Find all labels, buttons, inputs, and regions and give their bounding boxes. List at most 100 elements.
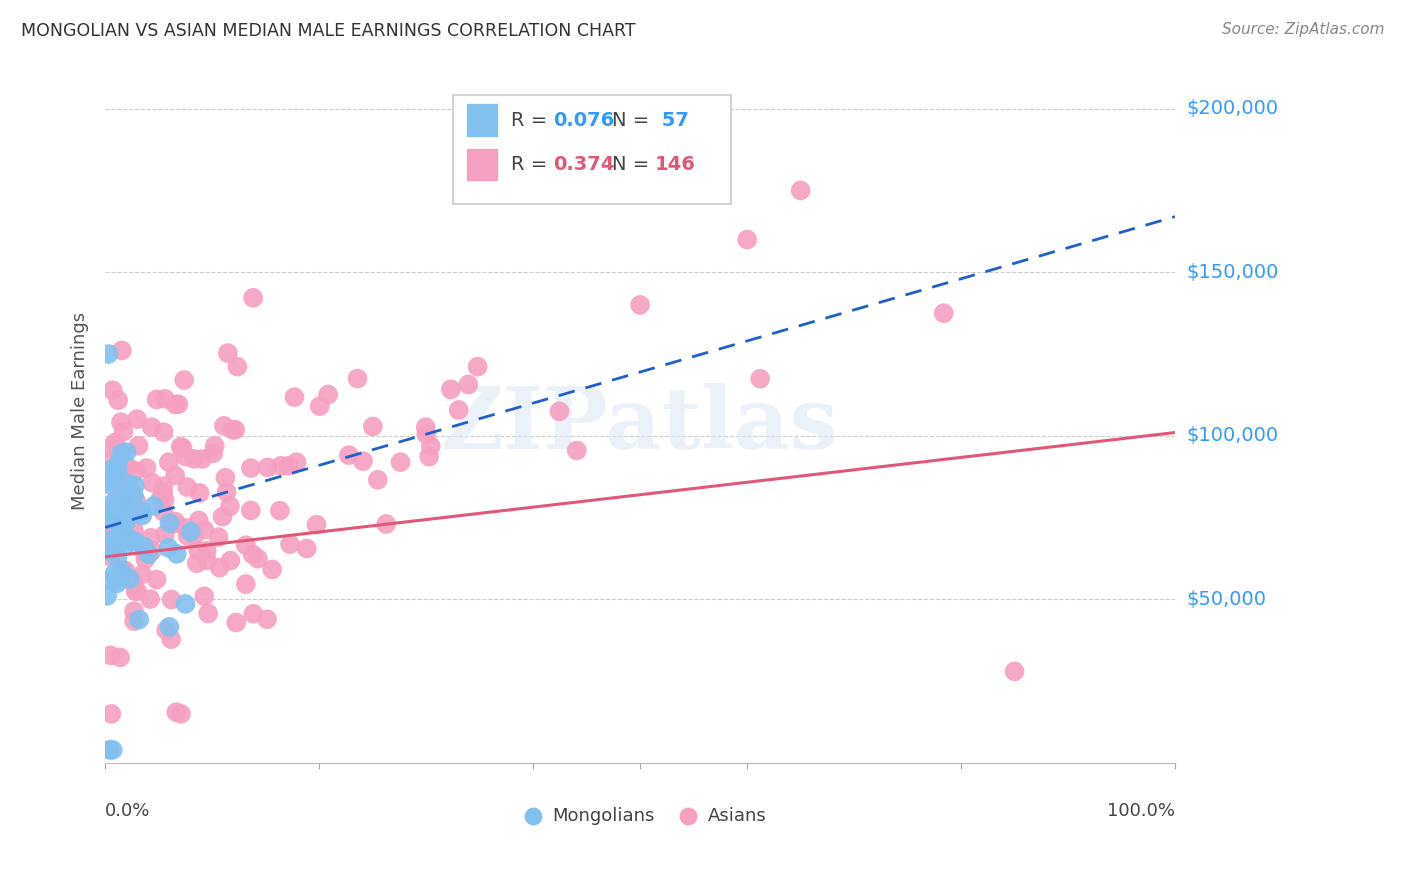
Point bbox=[145, 573, 167, 587]
Text: 100.0%: 100.0% bbox=[1107, 802, 1175, 820]
Point bbox=[127, 439, 149, 453]
Point bbox=[219, 500, 242, 514]
Point bbox=[152, 485, 174, 500]
Point bbox=[100, 648, 122, 663]
Point bbox=[112, 425, 135, 439]
Point bbox=[187, 513, 209, 527]
Point bbox=[108, 650, 131, 665]
Point bbox=[418, 450, 440, 464]
Point bbox=[149, 491, 172, 505]
Point bbox=[239, 503, 262, 517]
Point bbox=[96, 543, 118, 558]
Point bbox=[108, 569, 131, 583]
Point bbox=[138, 547, 160, 561]
Point bbox=[183, 451, 205, 466]
Point bbox=[122, 614, 145, 628]
Point bbox=[98, 463, 121, 477]
Point bbox=[111, 498, 134, 512]
Point bbox=[352, 454, 374, 468]
Point bbox=[105, 551, 128, 566]
Point bbox=[678, 756, 700, 770]
Point bbox=[108, 462, 131, 476]
Point bbox=[97, 347, 120, 361]
Point bbox=[117, 477, 139, 491]
Point bbox=[211, 509, 233, 524]
Point bbox=[153, 527, 176, 541]
Point bbox=[172, 441, 194, 455]
Point bbox=[207, 530, 229, 544]
Point bbox=[131, 504, 153, 518]
Point bbox=[104, 435, 127, 450]
Point bbox=[169, 440, 191, 454]
Point bbox=[104, 493, 127, 508]
Point bbox=[173, 373, 195, 387]
Point bbox=[789, 184, 811, 198]
Point bbox=[204, 439, 226, 453]
Point bbox=[114, 563, 136, 577]
Point bbox=[195, 553, 218, 567]
Point bbox=[121, 533, 143, 548]
Point bbox=[100, 574, 122, 588]
Point bbox=[346, 371, 368, 385]
Point bbox=[160, 592, 183, 607]
Point bbox=[131, 508, 153, 523]
Point bbox=[153, 392, 176, 406]
Point bbox=[235, 538, 257, 552]
Point bbox=[108, 567, 131, 582]
Point bbox=[157, 620, 180, 634]
Point bbox=[122, 575, 145, 590]
Point bbox=[242, 548, 264, 562]
Point bbox=[193, 523, 215, 537]
Point bbox=[110, 536, 132, 550]
Point bbox=[157, 455, 180, 469]
Point bbox=[114, 507, 136, 521]
Point bbox=[285, 455, 308, 469]
Point bbox=[112, 497, 135, 511]
Point bbox=[110, 446, 132, 460]
Point bbox=[108, 519, 131, 533]
Point bbox=[215, 485, 238, 500]
Point bbox=[219, 553, 242, 567]
Text: Mongolians: Mongolians bbox=[553, 806, 655, 825]
Text: $50,000: $50,000 bbox=[1187, 590, 1267, 609]
Point bbox=[176, 480, 198, 494]
Point bbox=[165, 468, 187, 483]
Point bbox=[108, 494, 131, 508]
Point bbox=[111, 483, 134, 498]
Point bbox=[305, 517, 328, 532]
Point bbox=[415, 420, 437, 434]
Point bbox=[110, 566, 132, 581]
Point bbox=[256, 612, 278, 626]
Text: $150,000: $150,000 bbox=[1187, 263, 1278, 282]
Text: 0.374: 0.374 bbox=[554, 155, 614, 174]
Point bbox=[735, 233, 758, 247]
FancyBboxPatch shape bbox=[465, 103, 498, 137]
Point bbox=[174, 597, 197, 611]
Point bbox=[180, 524, 202, 539]
Point bbox=[217, 346, 239, 360]
Point bbox=[104, 525, 127, 540]
Point bbox=[142, 499, 165, 513]
Point bbox=[932, 306, 955, 320]
Point bbox=[135, 461, 157, 475]
Text: MONGOLIAN VS ASIAN MEDIAN MALE EARNINGS CORRELATION CHART: MONGOLIAN VS ASIAN MEDIAN MALE EARNINGS … bbox=[21, 22, 636, 40]
Point bbox=[749, 372, 772, 386]
Point bbox=[548, 404, 571, 418]
Point bbox=[256, 460, 278, 475]
Point bbox=[96, 533, 118, 548]
Point bbox=[457, 377, 479, 392]
FancyBboxPatch shape bbox=[465, 147, 498, 181]
Text: 57: 57 bbox=[655, 111, 689, 129]
Point bbox=[165, 705, 187, 719]
Point bbox=[270, 458, 292, 473]
Point bbox=[110, 415, 132, 429]
Point bbox=[122, 524, 145, 538]
Point bbox=[176, 529, 198, 543]
Point bbox=[222, 423, 245, 437]
Point bbox=[122, 488, 145, 502]
Point bbox=[160, 517, 183, 532]
Point bbox=[105, 576, 128, 591]
Point bbox=[100, 517, 122, 532]
Point bbox=[115, 445, 138, 459]
Point bbox=[134, 546, 156, 560]
